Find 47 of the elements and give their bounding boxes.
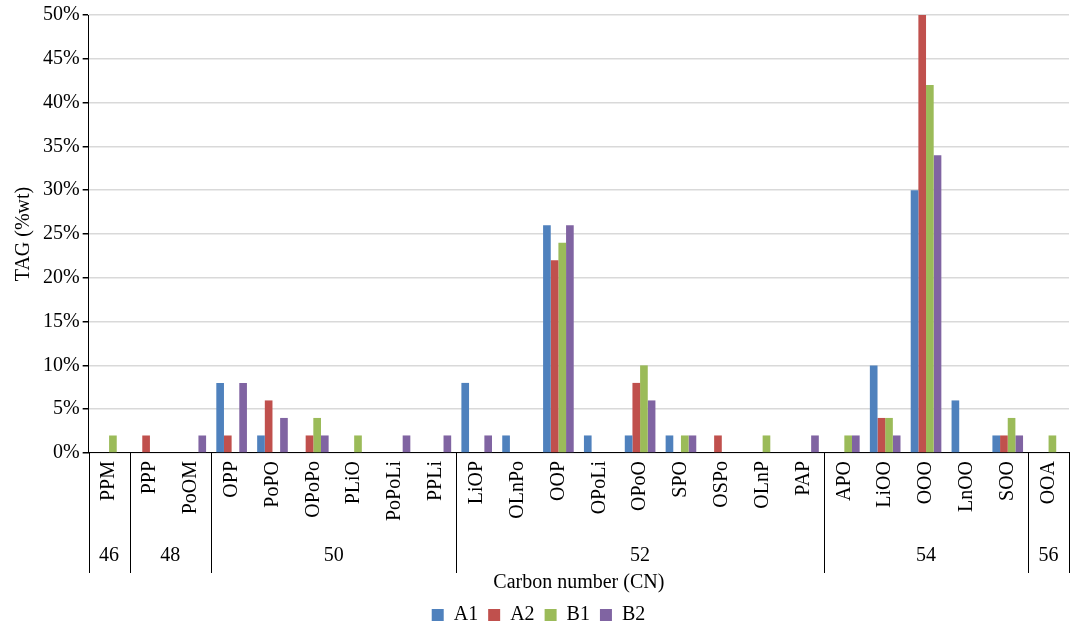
y-tick-label: 20% [42,265,80,288]
x-tick-label: OSPo [709,460,732,508]
y-tick-label: 35% [42,133,80,156]
y-tick-label: 50% [42,2,80,25]
x-tick-label: PPLi [423,460,446,502]
y-tick-label: 25% [42,221,80,244]
x-tick-label: APO [831,460,854,501]
y-tick-label: 45% [42,46,80,69]
y-tick-label: 5% [52,396,80,419]
x-tick-label: OLnP [749,460,772,509]
x-tick-label: PPP [137,460,160,495]
x-tick-label: OOP [545,460,568,501]
text: 46 [99,543,120,566]
y-tick-label: 10% [42,352,80,375]
y-tick-label: 15% [42,308,80,331]
x-tick-label: LnOO [954,460,977,513]
x-tick-label: LiOO [872,460,895,508]
y-tick-label: 30% [42,177,80,200]
x-tick-label: OPoLi [586,460,609,515]
x-tick-label: PoOM [178,460,201,515]
text: 50 [323,543,344,566]
legend-label: A1 [453,602,479,625]
text: 56 [1038,543,1059,566]
text: 48 [160,543,181,566]
legend-label: B2 [621,602,646,625]
x-tick-label: SPO [668,460,691,498]
legend-label: A2 [510,602,535,625]
x-tick-label: OOO [913,460,936,505]
x-tick-label: PLiO [341,460,364,505]
x-axis-title: Carbon number (CN) [493,570,665,594]
x-tick-label: PPM [96,460,119,502]
y-axis-title: TAG (%wt) [11,186,35,282]
x-tick-label: OPP [218,460,241,498]
x-tick-label: PoPoLi [382,460,405,522]
y-tick-label: 0% [52,440,80,463]
x-tick-label: OLnPo [504,460,527,519]
legend-label: B1 [566,602,590,625]
x-tick-label: LiOP [463,460,486,505]
text: 54 [916,543,937,566]
x-tick-label: PAP [790,460,813,496]
text: 52 [630,543,651,566]
x-tick-label: OOA [1035,460,1058,505]
x-tick-label: SOO [994,460,1017,501]
x-tick-label: PoPO [259,460,282,508]
x-tick-label: OPoPo [300,460,323,518]
y-tick-label: 40% [42,89,80,112]
x-tick-label: OPoO [627,460,650,511]
